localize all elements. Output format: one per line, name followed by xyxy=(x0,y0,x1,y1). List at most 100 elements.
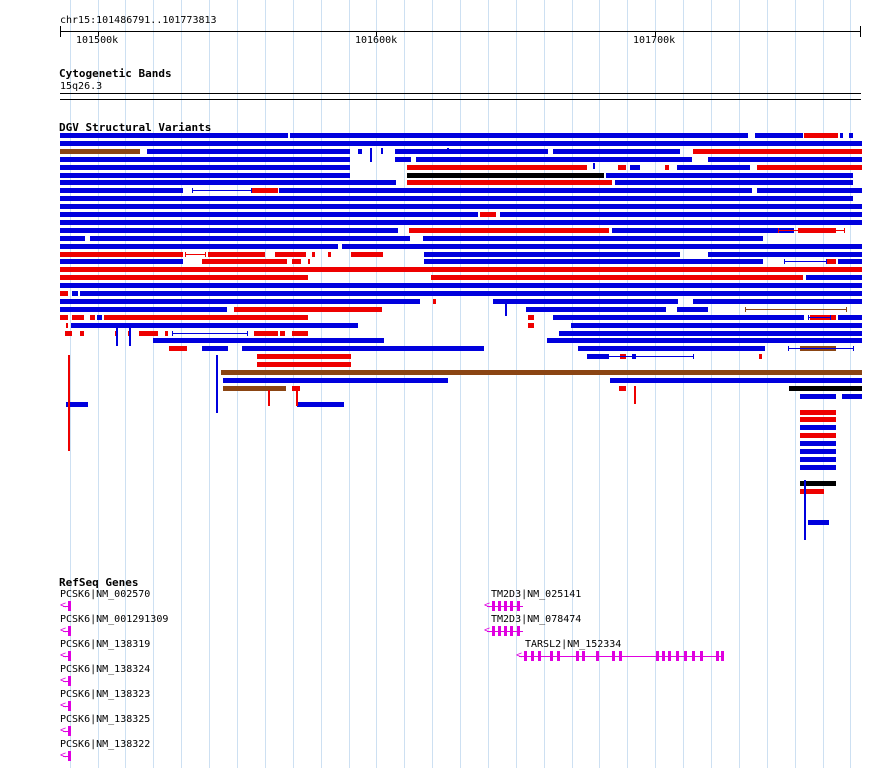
structural-variant[interactable] xyxy=(800,489,824,494)
structural-variant[interactable] xyxy=(849,133,853,138)
structural-variant[interactable] xyxy=(618,165,626,170)
structural-variant[interactable] xyxy=(800,433,836,438)
structural-variant[interactable] xyxy=(202,259,287,264)
track-title[interactable]: DGV Structural Variants xyxy=(59,121,212,134)
gene-label[interactable]: TARSL2|NM_152334 xyxy=(525,639,622,650)
structural-variant[interactable] xyxy=(358,149,362,154)
structural-variant[interactable] xyxy=(571,323,862,328)
structural-variant[interactable] xyxy=(407,173,604,178)
structural-variant[interactable] xyxy=(60,267,862,272)
structural-variant[interactable] xyxy=(416,157,692,162)
structural-variant[interactable] xyxy=(60,149,140,154)
structural-variant[interactable] xyxy=(606,173,853,178)
structural-variant[interactable] xyxy=(431,275,803,280)
structural-variant[interactable] xyxy=(800,457,836,462)
structural-variant[interactable] xyxy=(593,163,595,169)
structural-variant[interactable] xyxy=(370,148,372,162)
structural-variant[interactable] xyxy=(312,252,315,257)
structural-variant[interactable] xyxy=(804,133,838,138)
structural-variant[interactable] xyxy=(447,148,449,154)
structural-variant[interactable] xyxy=(60,236,85,241)
structural-variant[interactable] xyxy=(677,307,708,312)
structural-variant[interactable] xyxy=(254,331,278,336)
structural-variant[interactable] xyxy=(60,157,350,162)
structural-variant[interactable] xyxy=(97,315,102,320)
structural-variant[interactable] xyxy=(297,402,344,407)
structural-variant[interactable] xyxy=(693,149,862,154)
structural-variant[interactable] xyxy=(433,299,436,304)
structural-variant[interactable] xyxy=(395,157,411,162)
structural-variant[interactable] xyxy=(60,173,350,178)
structural-variant[interactable] xyxy=(630,165,640,170)
structural-variant[interactable] xyxy=(116,326,118,346)
structural-variant[interactable] xyxy=(328,252,331,257)
structural-variant[interactable] xyxy=(268,390,270,406)
gene-label[interactable]: PCSK6|NM_001291309 xyxy=(60,614,169,625)
structural-variant[interactable] xyxy=(60,252,183,257)
structural-variant[interactable] xyxy=(800,410,836,415)
structural-variant[interactable] xyxy=(234,307,382,312)
structural-variant[interactable] xyxy=(280,331,285,336)
gene-pcsk6-nm-138322[interactable]: < xyxy=(60,750,72,762)
gene-pcsk6-nm-138323[interactable]: < xyxy=(60,700,72,712)
structural-variant[interactable] xyxy=(708,252,862,257)
structural-variant[interactable] xyxy=(90,315,95,320)
gene-tarsl2-nm-152334[interactable]: < xyxy=(516,650,725,662)
structural-variant[interactable] xyxy=(60,275,308,280)
structural-variant[interactable] xyxy=(840,133,843,138)
structural-variant[interactable] xyxy=(242,346,484,351)
structural-variant[interactable] xyxy=(424,259,763,264)
structural-variant[interactable] xyxy=(104,315,308,320)
structural-variant[interactable] xyxy=(395,149,548,154)
structural-variant[interactable] xyxy=(296,390,298,406)
structural-variant[interactable] xyxy=(528,323,534,328)
structural-variant[interactable] xyxy=(153,338,384,343)
structural-variant[interactable] xyxy=(806,275,862,280)
gene-label[interactable]: PCSK6|NM_002570 xyxy=(60,589,151,600)
gene-tm2d3-nm-078474[interactable]: < xyxy=(484,625,524,637)
structural-variant[interactable] xyxy=(60,315,68,320)
structural-variant[interactable] xyxy=(223,386,286,391)
structural-variant[interactable] xyxy=(275,252,306,257)
structural-variant[interactable] xyxy=(80,331,84,336)
structural-variant[interactable] xyxy=(60,291,68,296)
structural-variant[interactable] xyxy=(60,141,862,146)
structural-variant[interactable] xyxy=(66,402,88,407)
structural-variant[interactable] xyxy=(139,331,158,336)
structural-variant[interactable] xyxy=(409,228,609,233)
structural-variant[interactable] xyxy=(615,180,853,185)
structural-variant[interactable] xyxy=(216,355,218,413)
structural-variant[interactable] xyxy=(804,480,806,540)
structural-variant[interactable] xyxy=(60,244,338,249)
structural-variant[interactable] xyxy=(612,228,794,233)
structural-variant[interactable] xyxy=(72,291,78,296)
structural-variant[interactable] xyxy=(693,299,862,304)
track-title[interactable]: Cytogenetic Bands xyxy=(59,67,172,80)
structural-variant[interactable] xyxy=(553,149,680,154)
structural-variant[interactable] xyxy=(407,180,612,185)
structural-variant[interactable] xyxy=(528,315,534,320)
gene-pcsk6-nm-002570[interactable]: < xyxy=(60,600,72,612)
structural-variant[interactable] xyxy=(342,244,862,249)
structural-variant[interactable] xyxy=(757,165,862,170)
structural-variant[interactable] xyxy=(665,165,669,170)
gene-label[interactable]: TM2D3|NM_025141 xyxy=(491,589,582,600)
structural-variant[interactable] xyxy=(60,180,396,185)
structural-variant[interactable] xyxy=(559,331,862,336)
structural-variant[interactable] xyxy=(147,149,350,154)
structural-variant[interactable] xyxy=(800,425,836,430)
gene-label[interactable]: PCSK6|NM_138323 xyxy=(60,689,151,700)
structural-variant[interactable] xyxy=(60,228,398,233)
structural-variant[interactable] xyxy=(223,378,448,383)
structural-variant[interactable] xyxy=(838,259,862,264)
structural-variant[interactable] xyxy=(789,386,862,391)
structural-variant[interactable] xyxy=(129,326,131,346)
structural-variant[interactable] xyxy=(800,465,836,470)
gene-label[interactable]: PCSK6|NM_138319 xyxy=(60,639,151,650)
structural-variant[interactable] xyxy=(500,212,862,217)
structural-variant[interactable] xyxy=(292,259,301,264)
structural-variant[interactable] xyxy=(800,394,836,399)
structural-variant[interactable] xyxy=(257,362,351,367)
structural-variant[interactable] xyxy=(60,307,227,312)
structural-variant[interactable] xyxy=(800,481,836,486)
